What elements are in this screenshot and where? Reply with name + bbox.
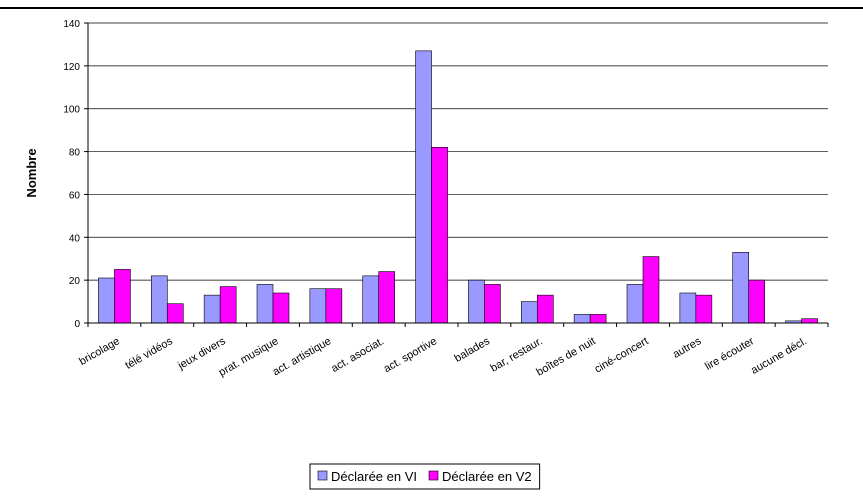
- bar: [325, 288, 343, 324]
- x-tick-label: act. sportive: [382, 335, 439, 375]
- y-tick-label: 40: [69, 233, 81, 244]
- y-tick-label: 60: [69, 190, 81, 201]
- legend-label: Déclarée en V2: [442, 469, 532, 484]
- bar: [203, 294, 221, 324]
- y-tick-label: 0: [74, 319, 80, 330]
- bar: [484, 284, 501, 324]
- bar: [573, 314, 591, 324]
- x-tick-label: télé vidéos: [123, 335, 175, 372]
- y-axis-label: Nombre: [24, 148, 39, 197]
- bar: [362, 275, 380, 324]
- x-tick-label: boîtes de nuit: [534, 335, 597, 378]
- bar: [309, 288, 327, 324]
- bar: [468, 279, 485, 324]
- bar: [695, 294, 713, 324]
- bar: [536, 294, 554, 324]
- x-tick-label: bricolage: [77, 335, 122, 368]
- bar: [166, 303, 184, 324]
- bar: [378, 271, 396, 324]
- x-tick-label: act. asociat.: [329, 335, 386, 375]
- legend-box: [309, 463, 541, 490]
- bar: [589, 314, 607, 324]
- bar: [150, 275, 168, 324]
- bar: [114, 269, 131, 324]
- bar: [431, 146, 448, 324]
- y-tick-label: 80: [69, 148, 81, 159]
- bar: [219, 286, 237, 324]
- bar: [642, 256, 660, 324]
- y-tick-label: 100: [63, 105, 80, 116]
- bar: [679, 292, 697, 324]
- legend-label: Déclarée en VI: [331, 469, 417, 484]
- x-tick-label: balades: [453, 335, 493, 365]
- legend-swatch: [428, 470, 439, 481]
- legend-swatch: [317, 470, 328, 481]
- bar: [256, 284, 274, 324]
- bar: [732, 251, 750, 324]
- bar: [98, 277, 115, 324]
- x-tick-label: prat. musique: [217, 335, 281, 379]
- x-tick-label: act. artistique: [271, 335, 334, 378]
- bar: [626, 284, 644, 324]
- x-tick-label: autres: [671, 335, 704, 361]
- bar: [801, 318, 818, 324]
- bar: [748, 279, 766, 324]
- y-tick-label: 20: [69, 276, 81, 287]
- bar: [272, 292, 290, 324]
- y-tick-label: 140: [63, 19, 80, 30]
- bar: [415, 50, 432, 324]
- bar: [520, 301, 538, 324]
- legend: Déclarée en VI Déclarée en V2: [309, 463, 541, 490]
- y-tick-label: 120: [63, 62, 80, 73]
- x-tick-label: aucune décl.: [749, 335, 809, 377]
- x-tick-label: ciné-concert: [593, 335, 651, 375]
